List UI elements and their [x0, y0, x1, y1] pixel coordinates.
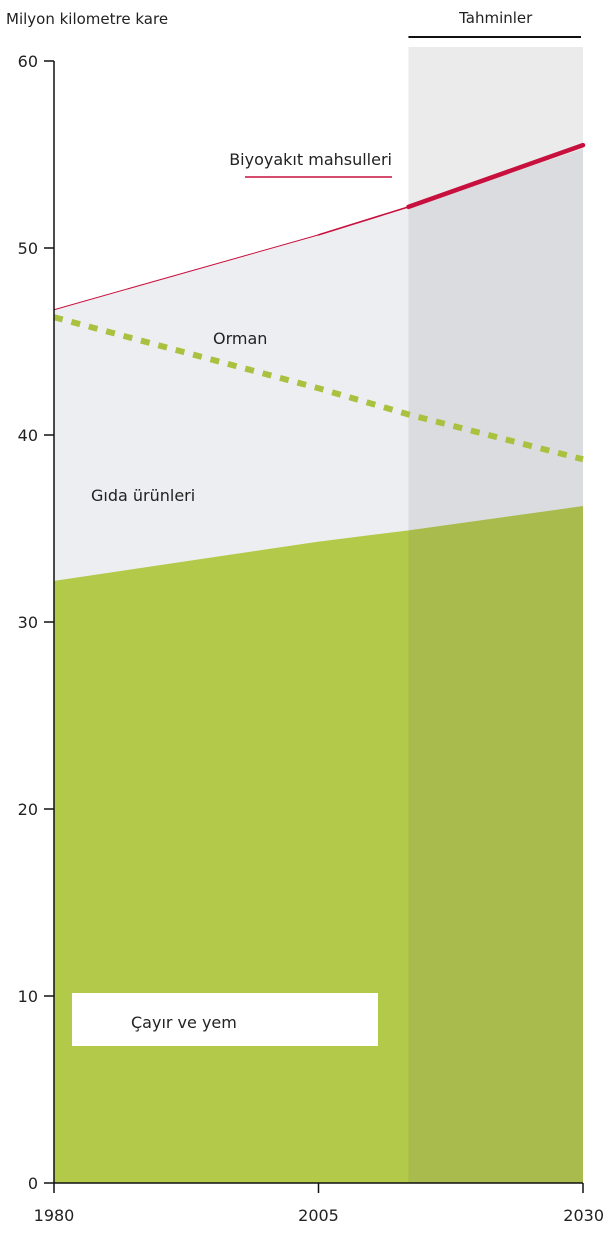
y-tick-label: 50	[18, 239, 38, 258]
y-tick-label: 60	[18, 52, 38, 71]
x-tick-label: 1980	[34, 1206, 75, 1225]
y-tick-label: 0	[28, 1174, 38, 1193]
area-gida-urunleri	[54, 148, 583, 581]
x-tick-label: 2030	[563, 1206, 604, 1225]
y-axis-label: Milyon kilometre kare	[6, 10, 168, 28]
line-layer	[53, 142, 586, 463]
projection-label: Tahminler	[458, 9, 533, 27]
label-cayir-ve-yem: Çayır ve yem	[131, 1013, 237, 1032]
label-biyoyakit-mahsulleri: Biyoyakıt mahsulleri	[229, 150, 392, 169]
label-gida-urunleri: Gıda ürünleri	[91, 486, 195, 505]
y-tick-label: 20	[18, 800, 38, 819]
projection-shade	[408, 47, 583, 1183]
y-tick-label: 30	[18, 613, 38, 632]
label-box-cayir-ve-yem	[72, 993, 378, 1046]
y-tick-label: 40	[18, 426, 38, 445]
y-tick-label: 10	[18, 987, 38, 1006]
series-labels: Biyoyakıt mahsulleri Orman Gıda ürünleri Ça…	[72, 150, 392, 1046]
x-tick-label: 2005	[298, 1206, 339, 1225]
biyoyakit-line-segment	[53, 234, 319, 311]
biyoyakit-line-segment	[317, 206, 410, 236]
biyoyakit-line-segment	[406, 142, 586, 210]
label-orman: Orman	[213, 329, 267, 348]
orman-dashed-line	[53, 314, 584, 463]
